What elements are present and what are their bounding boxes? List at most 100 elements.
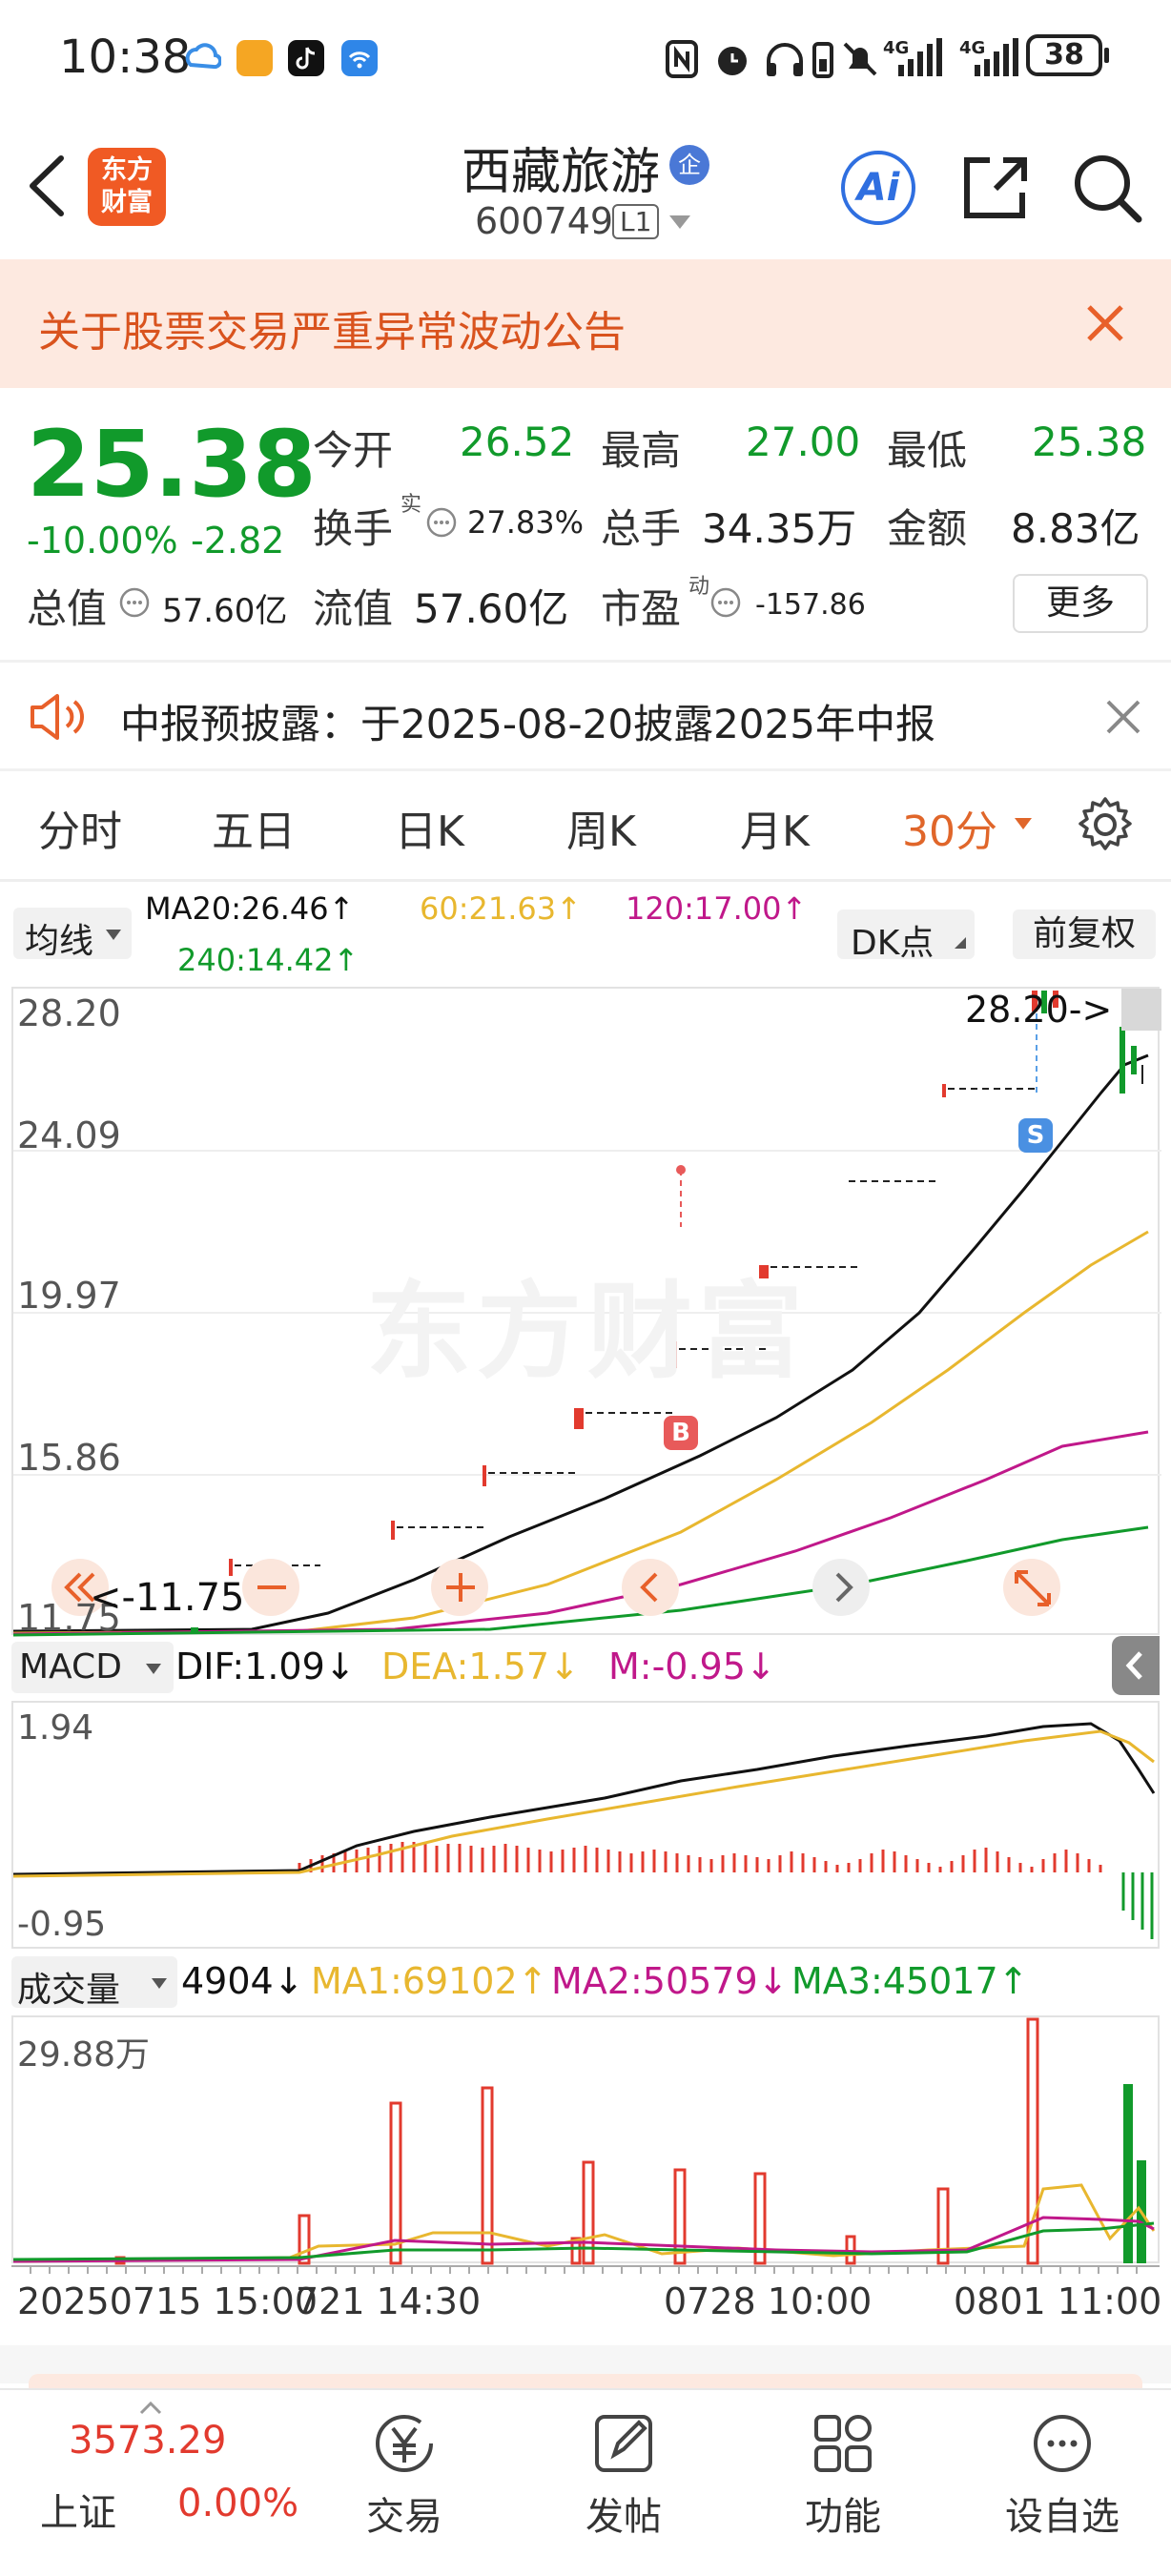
zoom-out-icon[interactable] — [252, 1570, 292, 1605]
trade-label[interactable]: 交易 — [366, 2495, 442, 2539]
open-value: 26.52 — [460, 419, 575, 465]
share-icon[interactable] — [959, 151, 1032, 223]
tab-monthly-k[interactable]: 月K — [740, 808, 810, 856]
ma-dropdown-icon[interactable] — [105, 929, 122, 942]
high-value: 27.00 — [746, 419, 861, 465]
speaker-icon — [31, 694, 84, 740]
dk-point-label[interactable]: DK点 — [851, 924, 935, 963]
announcement-text[interactable]: 中报预披露：于2025-08-20披露2025年中报 — [120, 701, 935, 747]
notice-text[interactable]: 关于股票交易严重异常波动公告 — [38, 308, 626, 357]
announcement-bar[interactable]: 中报预披露：于2025-08-20披露2025年中报 — [0, 667, 1171, 772]
info-dots-icon[interactable] — [425, 506, 458, 539]
y-tick: 15.86 — [17, 1437, 121, 1479]
dk-point-button[interactable]: DK点 — [837, 910, 975, 963]
collapse-panel-button[interactable] — [1112, 1636, 1160, 1695]
volume-selector[interactable]: 成交量 — [11, 1956, 177, 2010]
functions-label[interactable]: 功能 — [805, 2495, 881, 2539]
fullscreen-icon[interactable] — [1013, 1568, 1053, 1608]
fast-backward-icon[interactable] — [61, 1570, 101, 1605]
info-dots-icon[interactable] — [709, 586, 742, 619]
expand-up-icon[interactable] — [139, 2402, 162, 2415]
add-watchlist-label[interactable]: 设自选 — [1005, 2495, 1120, 2539]
y-tick: 24.09 — [17, 1114, 121, 1156]
tab-intraday[interactable]: 分时 — [38, 808, 122, 856]
cloud-sync-icon — [185, 43, 221, 70]
tab-daily-k[interactable]: 日K — [395, 808, 464, 856]
settings-gear-icon[interactable] — [1076, 795, 1135, 854]
kline-chart[interactable]: 东方财富 28.20 24.09 19.97 15.86 11.75 28.20… — [11, 987, 1161, 1639]
level-badge[interactable]: L1 — [612, 204, 660, 239]
info-dots-icon[interactable] — [118, 586, 151, 619]
macd-dropdown-icon[interactable] — [145, 1663, 162, 1676]
move-right-icon[interactable] — [826, 1570, 860, 1605]
y-tick: 28.20 — [17, 992, 121, 1034]
dea-line — [13, 1729, 1155, 1878]
add-favorite-icon[interactable] — [1024, 2409, 1100, 2478]
macd-selector[interactable]: MACD — [11, 1642, 174, 1693]
divider — [0, 768, 1171, 771]
post-label[interactable]: 发帖 — [586, 2495, 662, 2539]
dropdown-triangle-icon[interactable] — [668, 214, 692, 231]
market-cap-label: 总值 — [27, 585, 108, 632]
sell-marker[interactable]: S — [1018, 1118, 1053, 1153]
close-announcement-icon[interactable] — [1104, 698, 1142, 736]
bottom-toolbar: 3573.29 上证 0.00% 交易 发帖 功能 设自选 — [0, 2388, 1171, 2576]
more-button[interactable]: 更多 — [1013, 574, 1148, 633]
change-amount: -2.82 — [191, 520, 285, 562]
x-label-4: 0801 11:00 — [954, 2280, 1162, 2322]
macd-selector-label[interactable]: MACD — [19, 1647, 122, 1687]
ma-selector[interactable]: 均线 — [13, 908, 132, 961]
volume-selector-label[interactable]: 成交量 — [17, 1971, 121, 2010]
volume-current: 4904↓ — [181, 1960, 304, 2002]
macd-y-top: 1.94 — [17, 1708, 94, 1748]
signal-type-b: 4G — [959, 38, 986, 58]
volume-dropdown-icon[interactable] — [151, 1977, 168, 1991]
grid-icon[interactable] — [805, 2409, 881, 2478]
ai-assistant-button[interactable]: Ai — [841, 151, 915, 225]
forward-adjust-button[interactable]: 前复权 — [1013, 910, 1156, 959]
vol-ma2-line — [13, 2216, 1155, 2263]
low-label: 最低 — [887, 427, 968, 474]
index-name[interactable]: 上证 — [40, 2491, 116, 2535]
volume-ma3: MA3:45017↑ — [791, 1960, 1029, 2002]
amount-label: 金额 — [887, 505, 968, 552]
edit-icon[interactable] — [586, 2409, 662, 2478]
tab-five-day[interactable]: 五日 — [212, 808, 296, 856]
signal-icon — [898, 38, 942, 76]
chevron-left-icon[interactable] — [1112, 1636, 1160, 1695]
macd-m: M:-0.95↓ — [608, 1646, 776, 1687]
stock-name: 西藏旅游 — [462, 144, 661, 201]
pe-dynamic-sup: 动 — [688, 575, 710, 599]
functions-button[interactable] — [776, 2409, 910, 2482]
search-icon[interactable] — [1070, 151, 1144, 225]
tab-dropdown-icon[interactable] — [1013, 816, 1034, 831]
max-price-label: 28.20-> — [965, 989, 1113, 1031]
volume-canvas — [13, 2017, 1156, 2265]
index-value[interactable]: 3573.29 — [69, 2419, 227, 2463]
move-left-icon[interactable] — [633, 1570, 668, 1605]
back-arrow-icon[interactable] — [25, 154, 67, 217]
zoom-in-icon[interactable] — [441, 1568, 481, 1606]
abnormal-fluctuation-notice[interactable]: 关于股票交易严重异常波动公告 — [0, 259, 1171, 388]
x-label-start: 20250715 15:00 — [17, 2280, 318, 2322]
post-button[interactable] — [557, 2409, 690, 2482]
macd-chart[interactable]: 1.94 -0.95 — [11, 1701, 1160, 1949]
index-change[interactable]: 0.00% — [177, 2482, 299, 2525]
open-label: 今开 — [313, 427, 394, 474]
add-watchlist-button[interactable] — [996, 2409, 1129, 2482]
turnover-value: 27.83% — [467, 504, 585, 541]
turnover-realtime-sup: 实 — [401, 493, 422, 517]
stock-header: 东方 财富 西藏旅游 企 600749 L1 Ai — [0, 114, 1171, 257]
volume-y-top: 29.88万 — [17, 2035, 151, 2075]
candles — [191, 991, 1143, 1633]
tab-30min[interactable]: 30分 — [902, 808, 997, 856]
close-notice-icon[interactable] — [1083, 301, 1127, 345]
eastmoney-logo[interactable]: 东方 财富 — [88, 148, 166, 226]
trade-button[interactable] — [338, 2409, 471, 2482]
ma-selector-label[interactable]: 均线 — [25, 922, 94, 961]
volume-chart[interactable]: 29.88万 — [11, 2015, 1160, 2265]
nfc-icon — [666, 40, 698, 78]
yen-icon[interactable] — [366, 2409, 442, 2478]
buy-marker[interactable]: B — [664, 1416, 698, 1450]
tab-weekly-k[interactable]: 周K — [566, 808, 636, 856]
